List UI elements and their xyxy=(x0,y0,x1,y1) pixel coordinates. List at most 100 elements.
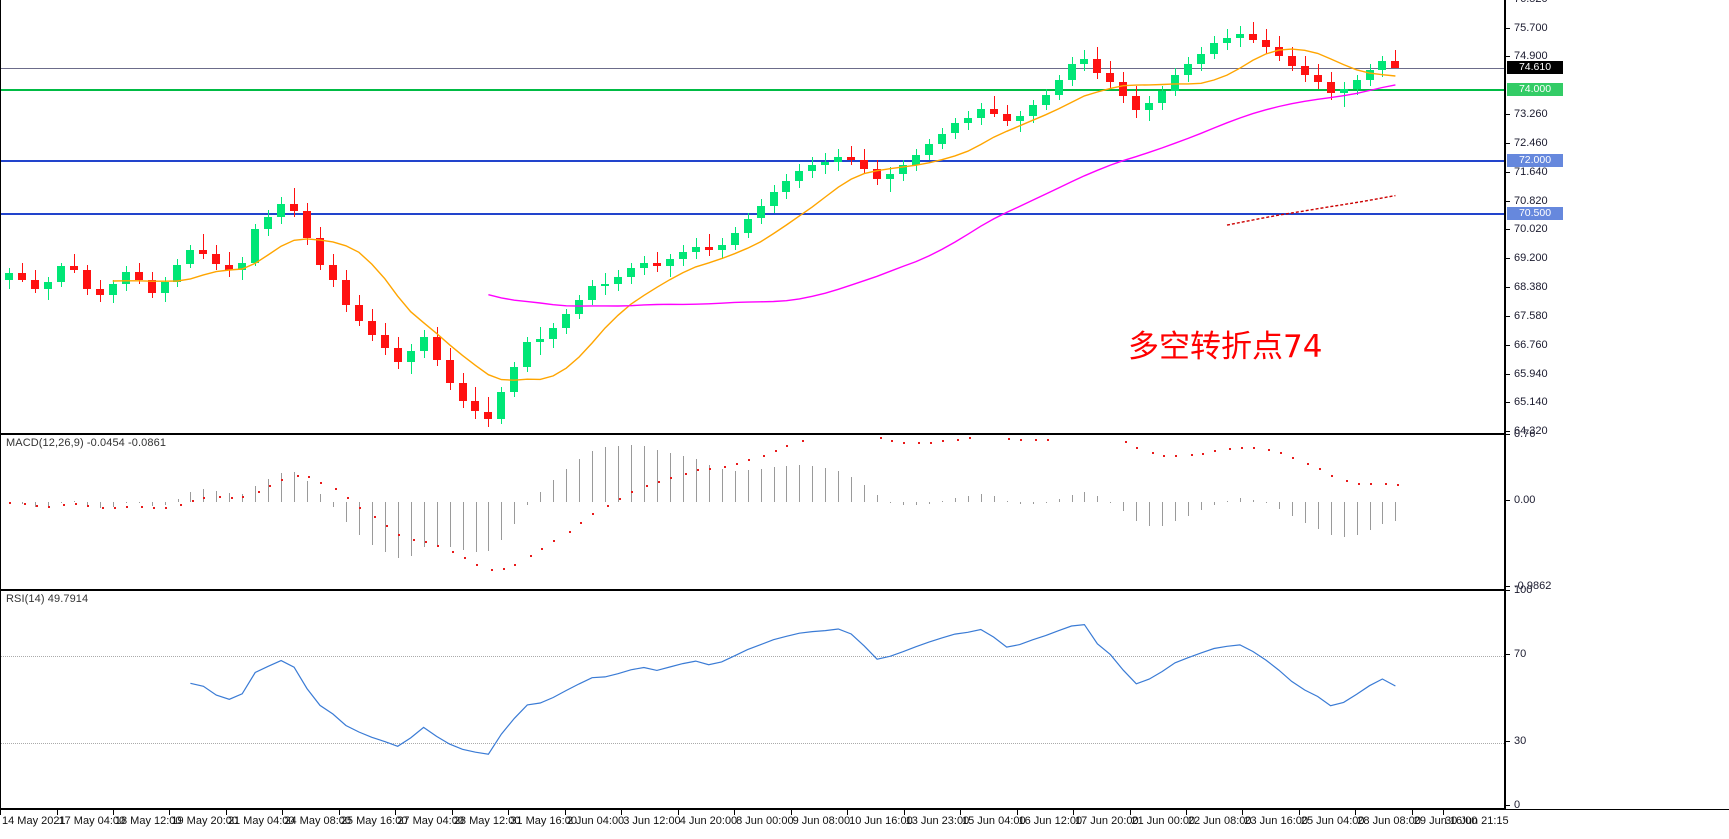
macd-histogram-bar xyxy=(941,501,943,503)
macd-signal-dot xyxy=(592,512,595,515)
macd-histogram-bar xyxy=(1162,502,1164,526)
macd-histogram-bar xyxy=(73,500,75,502)
macd-signal-dot xyxy=(335,488,338,491)
moving-averages xyxy=(112,48,1396,381)
time-axis[interactable]: 14 May 2021 17 May 04:00 18 May 12:00 19 Ma… xyxy=(0,809,1729,839)
macd-signal-dot xyxy=(1369,483,1372,486)
macd-signal-dot xyxy=(903,441,905,444)
macd-signal-dot xyxy=(502,568,505,571)
macd-histogram-bar xyxy=(734,470,736,503)
macd-histogram-bar xyxy=(890,501,892,503)
macd-signal-dot xyxy=(1396,483,1399,486)
macd-signal-dot xyxy=(708,467,711,470)
macd-histogram-bar xyxy=(255,486,257,502)
rsi-axis[interactable]: 100 70 30 0 xyxy=(1505,584,1729,811)
macd-histogram-bar xyxy=(22,502,23,504)
macd-signal-dot xyxy=(490,568,493,571)
macd-histogram-bar xyxy=(1317,502,1319,529)
macd-plot-area[interactable] xyxy=(1,435,1504,589)
macd-histogram-bar xyxy=(1265,502,1267,504)
macd-histogram-bar xyxy=(1019,502,1021,504)
macd-signal-dot xyxy=(1268,448,1271,451)
macd-histogram-bar xyxy=(1071,494,1073,502)
macd-histogram-bar xyxy=(410,502,412,556)
macd-histogram-bar xyxy=(345,502,347,523)
macd-signal-dot xyxy=(125,505,128,508)
macd-histogram-bar xyxy=(656,449,658,502)
macd-histogram-bar xyxy=(1214,502,1215,505)
macd-signal-dot xyxy=(75,502,77,505)
macd-histogram-bar xyxy=(877,495,879,502)
price-badge-level-blue[interactable]: 72.000 xyxy=(1507,153,1563,167)
macd-signal-dot xyxy=(1384,483,1387,485)
macd-signal-dot xyxy=(1136,447,1139,450)
macd-signal-dot xyxy=(619,497,622,500)
level-line-70.500[interactable] xyxy=(1,213,1504,216)
macd-histogram-bar xyxy=(1175,502,1177,522)
macd-histogram-bar xyxy=(216,490,218,502)
macd-signal-dot xyxy=(358,506,361,509)
macd-signal-dot xyxy=(514,563,517,566)
rsi-plot-area[interactable] xyxy=(1,591,1504,808)
macd-signal-dot xyxy=(1163,454,1166,457)
macd-signal-dot xyxy=(747,459,750,462)
macd-histogram-bar xyxy=(1201,502,1203,511)
macd-histogram-bar xyxy=(1149,502,1151,526)
macd-signal-dot xyxy=(1357,482,1360,485)
level-line-72.000[interactable] xyxy=(1,160,1504,163)
macd-signal-dot xyxy=(475,563,478,566)
price-badge-level-blue[interactable]: 70.500 xyxy=(1507,206,1563,220)
macd-histogram-bar xyxy=(125,502,127,504)
macd-histogram-bar xyxy=(436,502,438,546)
macd-histogram-bar xyxy=(929,502,930,504)
macd-signal-dot xyxy=(164,507,167,510)
macd-histogram-bar xyxy=(980,494,982,502)
macd-histogram-bar xyxy=(307,480,308,502)
macd-histogram-bar xyxy=(1382,502,1384,524)
macd-histogram-bar xyxy=(177,499,179,502)
macd-axis[interactable]: 0.76 0.00 -0.9862 xyxy=(1505,428,1729,592)
macd-signal-dot xyxy=(957,438,960,441)
macd-histogram-bar xyxy=(1045,502,1047,503)
macd-histogram-bar xyxy=(773,466,775,502)
macd-signal-dot xyxy=(1019,438,1022,441)
macd-histogram-bar xyxy=(112,502,114,508)
macd-signal-dot xyxy=(218,496,221,499)
macd-histogram-bar xyxy=(695,459,697,502)
macd-signal-dot xyxy=(1035,439,1037,442)
macd-histogram-bar xyxy=(99,502,101,509)
level-line-74.610[interactable] xyxy=(1,67,1504,69)
price-plot-area[interactable] xyxy=(1,0,1504,433)
macd-signal-dot xyxy=(969,437,971,440)
macd-signal-dot xyxy=(179,504,182,507)
macd-histogram-bar xyxy=(1032,502,1034,504)
macd-signal-dot xyxy=(724,465,726,468)
macd-signal-dot xyxy=(1241,446,1244,449)
macd-signal-dot xyxy=(269,484,272,487)
macd-histogram-bar xyxy=(799,464,801,503)
macd-histogram-bar xyxy=(371,502,373,545)
macd-histogram-bar xyxy=(1356,502,1358,535)
price-badge-last-price[interactable]: 74.610 xyxy=(1507,61,1563,75)
macd-signal-dot xyxy=(397,534,400,536)
macd-signal-dot xyxy=(9,502,11,504)
macd-histogram-bar xyxy=(397,502,399,558)
macd-signal-dot xyxy=(436,544,439,547)
macd-histogram-bar xyxy=(1395,502,1397,521)
macd-signal-dot xyxy=(918,442,921,445)
macd-histogram-bar xyxy=(203,489,205,502)
macd-signal-dot xyxy=(374,516,377,519)
macd-signal-dot xyxy=(630,490,633,493)
macd-histogram-bar xyxy=(449,502,451,548)
macd-histogram-bar xyxy=(151,502,153,506)
macd-signal-dot xyxy=(320,481,322,484)
macd-header: MACD(12,26,9) -0.0454 -0.0861 xyxy=(6,437,167,449)
price-badge-level-green[interactable]: 74.000 xyxy=(1507,82,1563,96)
macd-signal-dot xyxy=(1124,440,1127,443)
price-axis[interactable]: 76.52075.70074.90073.26072.46071.64070.8… xyxy=(1505,0,1729,437)
macd-histogram-bar xyxy=(708,464,710,502)
level-line-74.000[interactable] xyxy=(1,89,1504,92)
macd-histogram-bar xyxy=(851,476,853,502)
macd-histogram-bar xyxy=(553,479,555,502)
macd-histogram-bar xyxy=(1252,499,1254,502)
